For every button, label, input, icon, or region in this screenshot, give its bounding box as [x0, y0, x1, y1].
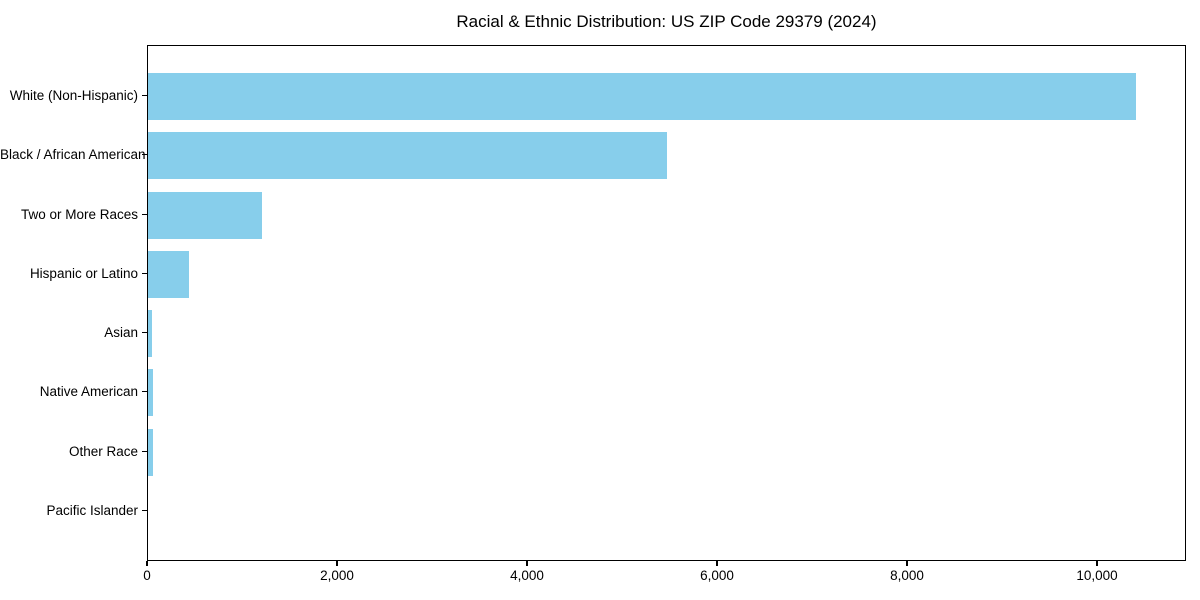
y-tick-label: Other Race [68, 443, 138, 459]
y-tick-label: Native American [39, 384, 138, 400]
x-tick-mark [1096, 561, 1098, 566]
x-tick-label: 10,000 [1076, 568, 1118, 583]
y-tick-label: Pacific Islander [46, 502, 138, 518]
x-tick-label: 0 [143, 568, 151, 583]
y-tick-label: White (Non-Hispanic) [9, 88, 138, 104]
y-tick-mark [142, 391, 147, 393]
bar [148, 369, 154, 417]
bar [148, 191, 262, 239]
x-tick-label: 6,000 [700, 568, 734, 583]
y-tick-label: Asian [104, 325, 138, 341]
x-tick-mark [336, 561, 338, 566]
y-tick-mark [142, 332, 147, 334]
x-tick-label: 4,000 [510, 568, 544, 583]
x-tick-mark [716, 561, 718, 566]
y-tick-mark [142, 272, 147, 274]
x-tick-mark [906, 561, 908, 566]
x-tick-label: 2,000 [320, 568, 354, 583]
plot-area [147, 45, 1186, 561]
bar [148, 428, 154, 476]
x-tick-label: 8,000 [890, 568, 924, 583]
y-tick-label: Two or More Races [20, 206, 138, 222]
bar [148, 310, 153, 358]
y-tick-mark [142, 95, 147, 97]
bar [148, 73, 1136, 121]
bar [148, 250, 189, 298]
x-tick-mark [146, 561, 148, 566]
bar [148, 132, 668, 180]
y-tick-mark [142, 154, 147, 156]
y-tick-mark [142, 213, 147, 215]
y-tick-mark [142, 509, 147, 511]
x-tick-mark [526, 561, 528, 566]
y-tick-label: Hispanic or Latino [29, 265, 138, 281]
y-tick-label: Black / African American [0, 147, 146, 163]
chart-title: Racial & Ethnic Distribution: US ZIP Cod… [456, 12, 877, 31]
y-tick-mark [142, 450, 147, 452]
